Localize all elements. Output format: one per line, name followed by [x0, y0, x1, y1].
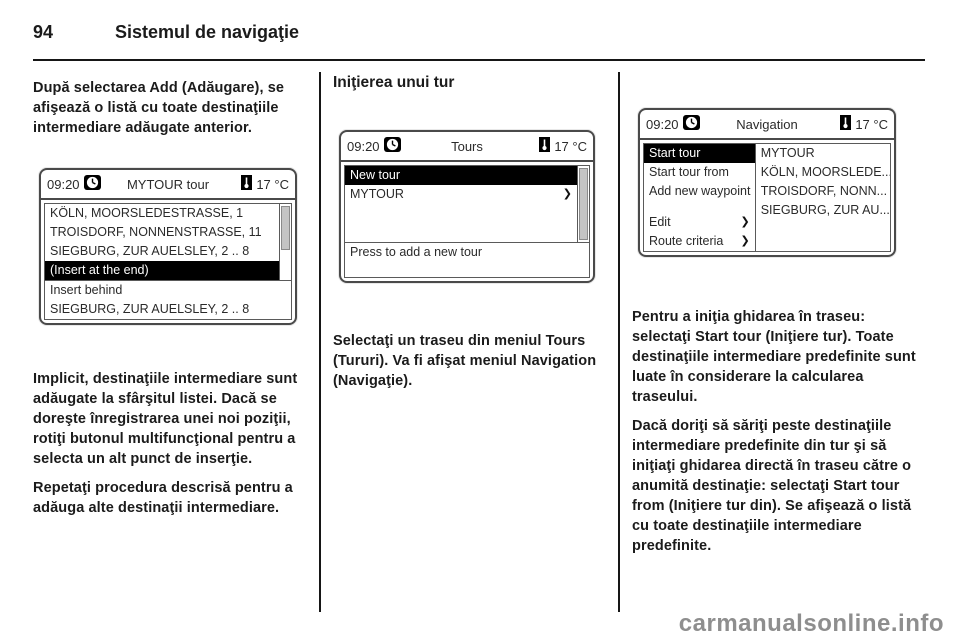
list-footer-hint: Press to add a new tour — [350, 245, 483, 259]
section-heading: Iniţierea unui tur — [333, 74, 455, 91]
clock-icon — [682, 115, 700, 133]
detail-item: KÖLN, MOORSLEDE... — [760, 165, 890, 179]
figure-navigation-screen: 09:20 Navigation 17 °C Start tour Start … — [638, 108, 916, 257]
header-rule — [33, 59, 925, 61]
column-divider-2 — [618, 72, 620, 612]
menu-pane: Start tour Start tour from Add new waypo… — [644, 144, 756, 251]
menu-item: ❯ Route criteria — [644, 232, 755, 251]
list-item-selected: New tour — [345, 166, 577, 185]
list-footer-label: Insert behind — [50, 283, 123, 297]
clock-icon — [383, 137, 401, 155]
scrollbar-thumb — [281, 206, 290, 250]
list-item: KÖLN, MOORSLEDESTRASSE, 1 — [50, 206, 244, 220]
paragraph: Selectaţi un traseu din meniul Tours (Tu… — [333, 333, 597, 389]
list-item-selected: (Insert at the end) — [45, 261, 279, 280]
paragraph: După selectarea Add (Adăugare), se afişe… — [33, 80, 285, 136]
device-status-bar: 09:20 Tours 17 °C — [341, 132, 593, 162]
empty-list-space — [345, 204, 577, 242]
column-middle: Iniţierea unui tur 09:20 Tours 17 °C — [333, 74, 606, 400]
thermometer-icon — [840, 115, 852, 133]
list-item: ❯ MYTOUR — [345, 185, 577, 204]
chevron-right-icon: ❯ — [740, 216, 750, 228]
device-status-bar: 09:20 MYTOUR tour 17 °C — [41, 170, 295, 200]
paragraph: Pentru a iniţia ghidarea în traseu: sele… — [632, 309, 916, 405]
menu-item: ❯ Edit — [644, 213, 755, 232]
list-footer-value: SIEGBURG, ZUR AUELSLEY, 2 .. 8 — [50, 302, 250, 316]
detail-item: TROISDORF, NONN... — [760, 184, 888, 198]
device-clock-time: 09:20 — [646, 116, 679, 132]
device-temperature: 17 °C — [256, 176, 289, 192]
device-clock-time: 09:20 — [347, 138, 380, 154]
chevron-right-icon: ❯ — [562, 188, 572, 200]
detail-item: SIEGBURG, ZUR AU... — [760, 203, 890, 217]
menu-item-selected: Start tour — [644, 144, 755, 163]
detail-item: MYTOUR — [760, 146, 815, 160]
menu-item: Add new waypoint — [649, 184, 751, 198]
column-divider-1 — [319, 72, 321, 612]
figure-tours-screen: 09:20 Tours 17 °C New tour — [339, 130, 598, 283]
thermometer-icon — [539, 137, 551, 155]
paragraph: Implicit, destinaţiile intermediare sunt… — [33, 371, 298, 467]
chevron-right-icon: ❯ — [740, 235, 750, 247]
menu-gap — [644, 201, 755, 213]
device-status-bar: 09:20 Navigation 17 °C — [640, 110, 894, 140]
chapter-title: Sistemul de navigaţie — [115, 22, 300, 42]
scrollbar-thumb — [579, 168, 588, 240]
paragraph: Repetaţi procedura descrisă pentru a adă… — [33, 480, 293, 516]
thermometer-icon — [241, 175, 253, 193]
column-left: După selectarea Add (Adăugare), se afişe… — [33, 74, 307, 527]
figure-mytour-tour-screen: 09:20 MYTOUR tour 17 °C KÖLN, MOORSLEDES… — [39, 168, 301, 325]
paragraph: Dacă doriţi să săriţi peste destinaţiile… — [632, 418, 912, 554]
device-temperature: 17 °C — [554, 138, 587, 154]
column-right: 09:20 Navigation 17 °C Start tour Start … — [632, 74, 924, 565]
device-clock-time: 09:20 — [47, 176, 80, 192]
device-temperature: 17 °C — [855, 116, 888, 132]
list-item: SIEGBURG, ZUR AUELSLEY, 2 .. 8 — [50, 244, 250, 258]
menu-item: Start tour from — [649, 165, 729, 179]
scrollbar — [279, 204, 291, 280]
watermark: carmanualsonline.info — [678, 610, 944, 637]
page-number: 94 — [33, 22, 54, 42]
tour-detail-pane: MYTOUR KÖLN, MOORSLEDE... TROISDORF, NON… — [756, 144, 890, 251]
clock-icon — [83, 175, 101, 193]
list-item: TROISDORF, NONNENSTRASSE, 11 — [50, 225, 262, 239]
scrollbar — [577, 166, 589, 242]
